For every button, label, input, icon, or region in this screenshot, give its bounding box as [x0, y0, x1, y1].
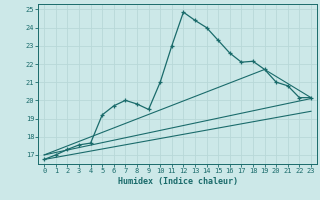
X-axis label: Humidex (Indice chaleur): Humidex (Indice chaleur) [118, 177, 238, 186]
